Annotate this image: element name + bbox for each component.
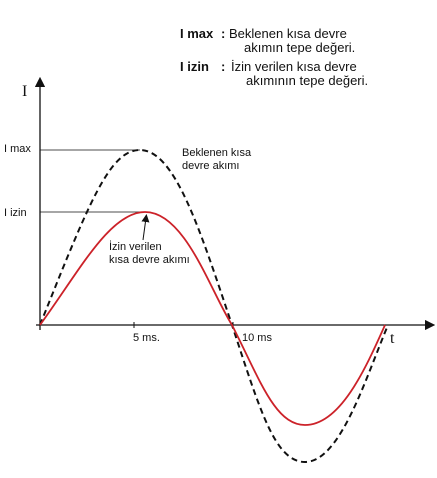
legend-term: I max — [180, 26, 214, 41]
legend-text: akımının tepe değeri. — [246, 73, 368, 88]
level-label: I izin — [4, 207, 27, 219]
curve-label: Beklenen kısa — [182, 147, 252, 159]
legend-text: Beklenen kısa devre — [229, 26, 347, 41]
curve-label: İzin verilen — [109, 240, 162, 253]
curve-label: kısa devre akımı — [109, 254, 190, 266]
x-axis-label: t — [390, 330, 395, 347]
legend-separator: : — [221, 26, 225, 41]
legend-text: akımın tepe değeri. — [244, 40, 355, 55]
expected-current — [39, 148, 389, 464]
y-axis-label: I — [22, 83, 27, 100]
permitted-current — [39, 211, 386, 426]
legend-text: İzin verilen kısa devre — [231, 59, 357, 74]
level-label: I max — [4, 143, 31, 155]
tick-label: 10 ms — [242, 332, 272, 344]
tick-label: 5 ms. — [133, 332, 160, 344]
pointer — [141, 214, 150, 241]
curve-label: devre akımı — [182, 160, 239, 172]
legend-term: I izin — [180, 59, 209, 74]
legend-separator: : — [221, 59, 225, 74]
